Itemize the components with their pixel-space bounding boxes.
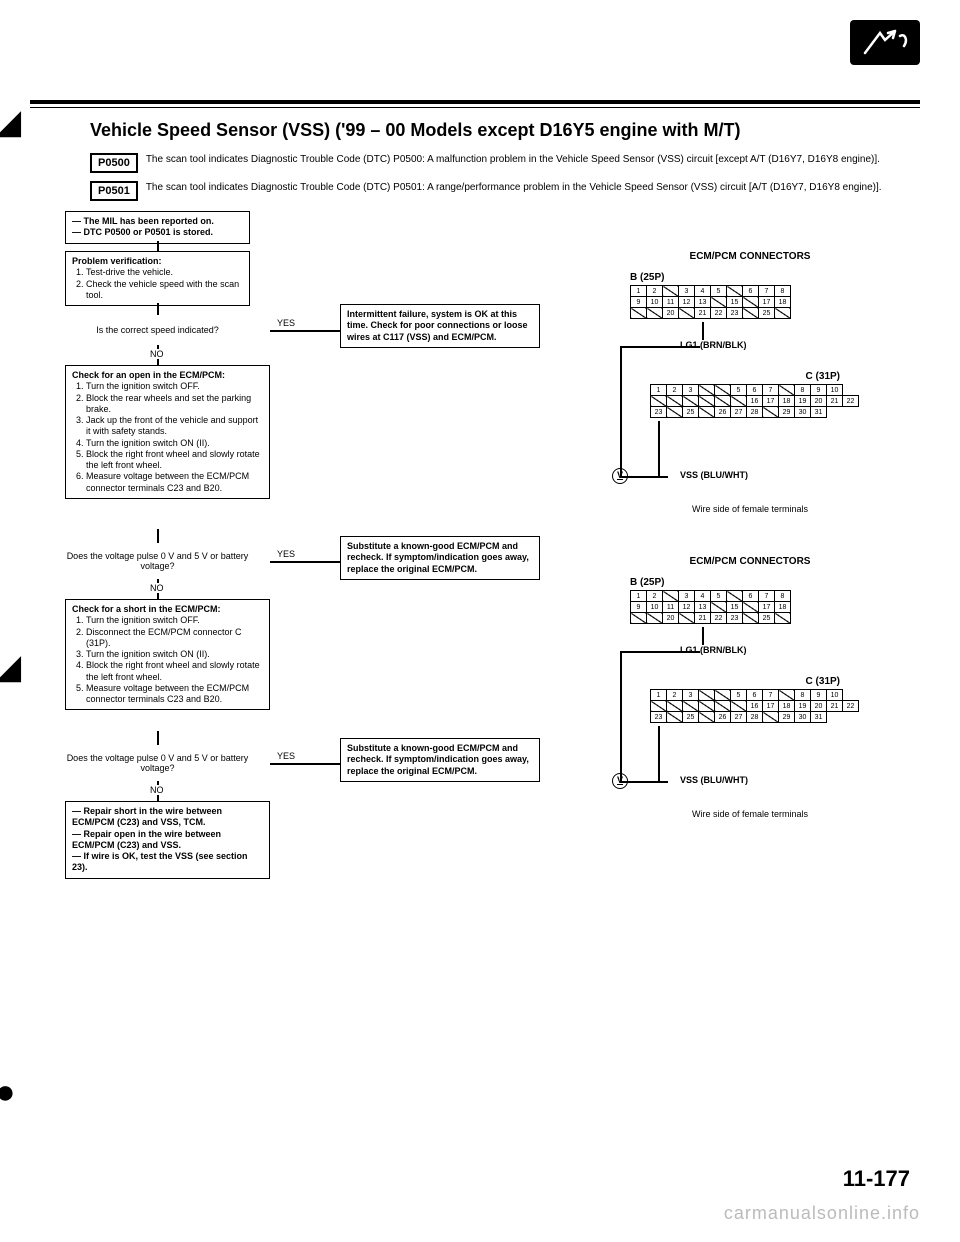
connector-c-table: 1235678910 16171819202122 23252627282930… [650,384,859,418]
page-title: Vehicle Speed Sensor (VSS) ('99 – 00 Mod… [90,120,741,141]
tab-glyph: ◢ [0,105,21,139]
flow-verify: Problem verification: Test-drive the veh… [65,251,250,306]
connector-heading: ECM/PCM CONNECTORS [590,251,910,262]
dtc-text: The scan tool indicates Diagnostic Troub… [146,181,920,201]
dtc-entry: P0500 The scan tool indicates Diagnostic… [90,153,920,173]
watermark: carmanualsonline.info [724,1203,920,1224]
voltmeter-icon: V [612,773,628,789]
flow-final: — Repair short in the wire between ECM/P… [65,801,270,879]
connector-block: B (25P) 12345678 910111213151718 2021222… [590,266,910,526]
flow-result: Substitute a known-good ECM/PCM and rech… [340,536,540,580]
tab-glyph: ◢ [0,650,21,684]
flow-check: Check for a short in the ECM/PCM: Turn t… [65,599,270,710]
flow-check: Check for an open in the ECM/PCM: Turn t… [65,365,270,499]
connector-b-table: 12345678 910111213151718 2021222325 [630,285,791,319]
connector-block: B (25P) 12345678 910111213151718 2021222… [590,571,910,831]
flow-decision: Is the correct speed indicated? [45,315,270,345]
flow-decision: Does the voltage pulse 0 V and 5 V or ba… [45,745,270,781]
connector-heading: ECM/PCM CONNECTORS [590,556,910,567]
dtc-code: P0501 [90,181,138,201]
page-number: 11-177 [843,1166,910,1192]
flow-result: Substitute a known-good ECM/PCM and rech… [340,738,540,782]
tab-glyph: ● [0,1075,16,1109]
connector-b-table: 12345678 910111213151718 2021222325 [630,590,791,624]
flow-result: Intermittent failure, system is OK at th… [340,304,540,348]
dtc-code: P0500 [90,153,138,173]
dtc-entry: P0501 The scan tool indicates Diagnostic… [90,181,920,201]
flow-start: — The MIL has been reported on. — DTC P0… [65,211,250,244]
flow-decision: Does the voltage pulse 0 V and 5 V or ba… [45,543,270,579]
dtc-text: The scan tool indicates Diagnostic Troub… [146,153,920,173]
brand-icon [850,20,920,65]
voltmeter-icon: V [612,468,628,484]
connector-c-table: 1235678910 16171819202122 23252627282930… [650,689,859,723]
